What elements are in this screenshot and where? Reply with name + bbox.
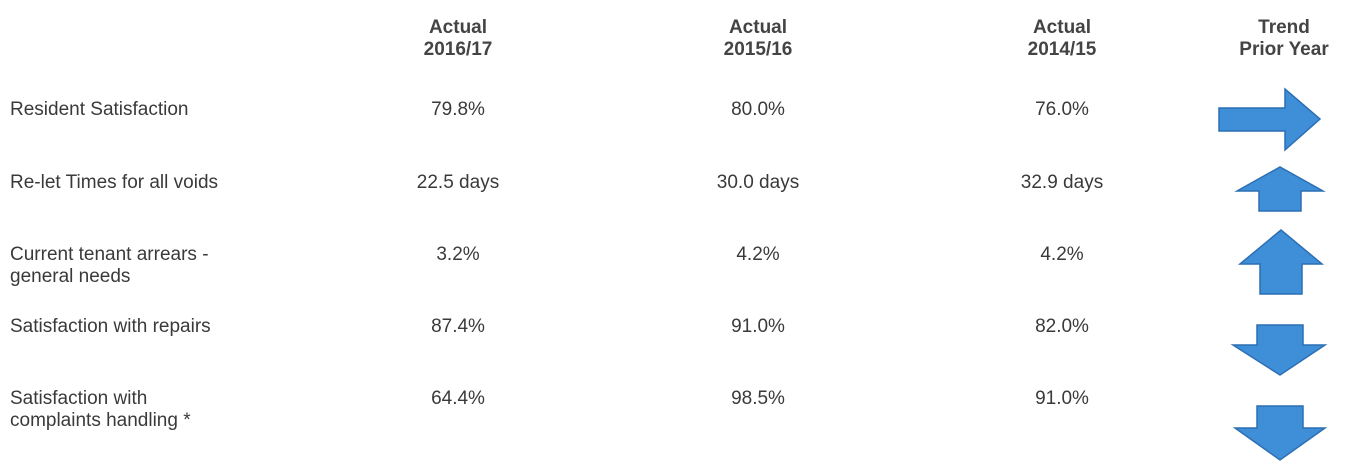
cell-value: 98.5% [731, 388, 785, 409]
row-label: Re-let Times for all voids [10, 172, 219, 193]
arrow-up [1234, 166, 1326, 212]
cell-value: 22.5 days [416, 172, 500, 193]
arrow-down [1230, 324, 1328, 376]
column-header: 2014/15 [1027, 39, 1097, 60]
column-header: 2016/17 [423, 39, 493, 60]
column-header: Trend [1258, 17, 1310, 38]
arrow-up [1237, 229, 1325, 295]
cell-value: 76.0% [1035, 99, 1089, 120]
cell-value: 3.2% [436, 244, 480, 265]
column-header: Actual [1032, 17, 1092, 38]
row-label: Resident Satisfaction [10, 99, 189, 120]
row-label: general needs [10, 266, 131, 287]
cell-value: 32.9 days [1020, 172, 1104, 193]
cell-value: 87.4% [431, 316, 485, 337]
arrow-down [1232, 405, 1328, 461]
row-label: Satisfaction with repairs [10, 316, 211, 337]
cell-value: 80.0% [731, 99, 785, 120]
column-header: Actual [428, 17, 488, 38]
cell-value: 82.0% [1035, 316, 1089, 337]
row-label: complaints handling * [10, 410, 191, 431]
row-label: Current tenant arrears - [10, 244, 209, 265]
cell-value: 91.0% [731, 316, 785, 337]
cell-value: 91.0% [1035, 388, 1089, 409]
column-header: Prior Year [1239, 39, 1329, 60]
arrow-right [1218, 87, 1322, 152]
column-header: 2015/16 [723, 39, 793, 60]
column-header: Actual [728, 17, 788, 38]
cell-value: 4.2% [1040, 244, 1084, 265]
cell-value: 4.2% [736, 244, 780, 265]
cell-value: 30.0 days [716, 172, 800, 193]
cell-value: 64.4% [431, 388, 485, 409]
row-label: Satisfaction with [10, 388, 148, 409]
cell-value: 79.8% [431, 99, 485, 120]
